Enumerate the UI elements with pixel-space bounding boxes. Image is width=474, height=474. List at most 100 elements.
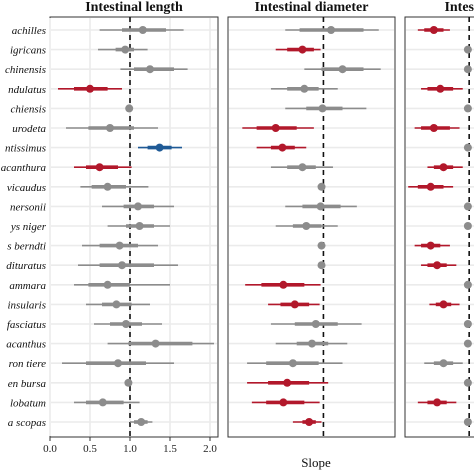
point-estimate <box>429 26 438 34</box>
point-estimate <box>146 65 154 74</box>
estimate-row <box>421 84 463 93</box>
point-estimate <box>95 163 104 172</box>
point-estimate <box>300 84 309 93</box>
point-estimate <box>283 378 292 387</box>
estimate-row <box>275 45 321 54</box>
point-estimate <box>433 261 442 270</box>
point-estimate <box>137 418 146 426</box>
point-estimate <box>439 300 448 309</box>
species-label: dituratus <box>6 260 46 272</box>
species-label: acanthura <box>1 162 47 174</box>
species-label: ron tiere <box>9 358 46 370</box>
estimate-row <box>408 182 454 191</box>
estimate-row <box>429 300 460 309</box>
point-estimate <box>135 222 144 230</box>
x-tick-label: 1.0 <box>123 443 137 455</box>
point-estimate <box>278 143 287 152</box>
point-estimate <box>138 26 147 34</box>
point-estimate <box>112 300 121 309</box>
point-estimate <box>124 378 133 387</box>
estimate-row <box>463 339 472 348</box>
point-estimate <box>433 398 442 407</box>
estimate-row <box>270 84 338 93</box>
estimate-row <box>124 378 133 387</box>
estimate-row <box>120 65 188 74</box>
point-estimate <box>307 339 316 348</box>
point-estimate <box>429 124 438 132</box>
estimate-row <box>86 300 150 309</box>
point-estimate <box>327 26 336 34</box>
species-label: vicaudus <box>7 182 46 194</box>
point-estimate <box>288 359 297 368</box>
point-estimate <box>279 280 288 289</box>
species-label: en bursa <box>8 378 47 390</box>
point-estimate <box>121 45 130 54</box>
x-tick-label: 2.0 <box>203 443 217 455</box>
x-tick-label: 0.0 <box>43 443 57 455</box>
estimate-row <box>78 261 178 270</box>
estimate-row <box>245 280 321 289</box>
species-label: a scopas <box>8 417 46 429</box>
point-estimate <box>114 359 122 368</box>
estimate-row <box>317 261 326 270</box>
point-estimate <box>122 320 130 328</box>
estimate-row <box>247 359 343 368</box>
point-estimate <box>338 65 347 74</box>
estimate-row <box>275 339 348 348</box>
point-estimate <box>155 143 164 152</box>
point-estimate <box>317 261 326 270</box>
estimate-row <box>317 182 326 191</box>
estimate-row <box>99 26 184 34</box>
estimate-row <box>463 418 472 426</box>
point-estimate <box>134 202 142 211</box>
species-label: ntissimus <box>5 143 46 155</box>
estimate-row <box>304 65 381 74</box>
point-estimate <box>316 202 325 211</box>
point-estimate <box>439 163 448 172</box>
species-label: igricans <box>10 45 46 57</box>
estimate-row <box>292 418 322 426</box>
estimate-row <box>251 398 320 407</box>
estimate-row <box>74 163 132 172</box>
point-estimate <box>317 241 326 250</box>
point-estimate <box>317 182 326 191</box>
x-axis-title: Slope <box>301 455 331 470</box>
species-label: achilles <box>12 25 46 37</box>
estimate-row <box>421 261 457 270</box>
x-tick-label: 1.5 <box>163 443 177 455</box>
species-label: urodeta <box>12 123 46 135</box>
estimate-row <box>270 320 362 328</box>
facet-title: Intestinal length <box>85 0 183 15</box>
panel-frame <box>404 16 474 438</box>
species-label: s berndti <box>7 241 46 253</box>
estimate-row <box>424 359 463 368</box>
point-estimate <box>463 65 472 74</box>
point-estimate <box>298 163 307 172</box>
point-estimate <box>115 241 124 250</box>
point-estimate <box>426 241 435 250</box>
point-estimate <box>151 339 160 348</box>
estimate-row <box>247 378 329 387</box>
point-estimate <box>290 300 299 309</box>
estimate-row <box>242 124 314 132</box>
estimate-row <box>427 163 463 172</box>
estimate-row <box>463 320 472 328</box>
point-estimate <box>103 182 112 191</box>
species-label: lobatum <box>10 397 46 409</box>
species-label: insularis <box>7 299 46 311</box>
estimate-row <box>463 143 472 152</box>
estimate-row <box>417 398 457 407</box>
facet-panel: Intestinal length 0.0 0.5 1.0 1.5 2.0 <box>43 0 219 455</box>
species-label: ammara <box>9 280 46 292</box>
estimate-row <box>317 241 326 250</box>
estimate-row <box>107 222 170 230</box>
estimate-row <box>102 202 174 211</box>
estimate-row <box>125 104 134 113</box>
point-estimate <box>311 320 320 328</box>
estimate-row <box>463 222 472 230</box>
point-estimate <box>98 398 107 407</box>
estimate-row <box>270 163 333 172</box>
estimate-row <box>285 26 379 34</box>
